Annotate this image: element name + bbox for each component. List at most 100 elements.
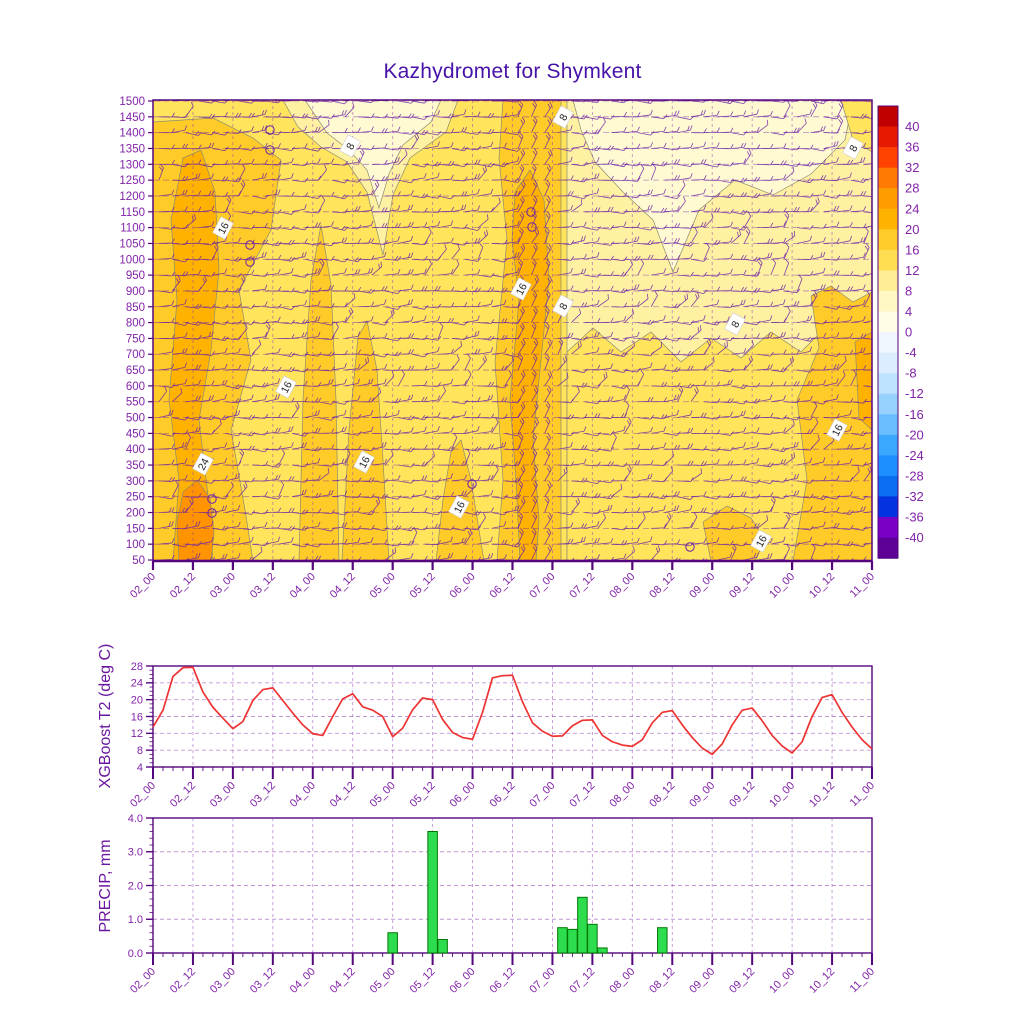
svg-text:08_00: 08_00 xyxy=(607,780,637,810)
svg-text:10_00: 10_00 xyxy=(767,571,797,601)
svg-text:08_12: 08_12 xyxy=(647,571,677,601)
svg-text:09_12: 09_12 xyxy=(727,571,757,601)
svg-text:8: 8 xyxy=(137,745,143,757)
svg-text:32: 32 xyxy=(905,160,919,175)
svg-text:36: 36 xyxy=(905,140,919,155)
svg-text:07_12: 07_12 xyxy=(567,571,597,601)
svg-text:-20: -20 xyxy=(905,427,924,442)
contour-label: 8 xyxy=(552,294,574,318)
precip-bar xyxy=(657,927,668,954)
precip-bar xyxy=(577,896,588,954)
svg-text:02_12: 02_12 xyxy=(168,780,198,810)
svg-text:11_00: 11_00 xyxy=(848,966,878,996)
precip-bar xyxy=(387,932,398,954)
svg-text:24: 24 xyxy=(131,678,143,690)
svg-text:0: 0 xyxy=(905,325,912,340)
svg-text:03_00: 03_00 xyxy=(208,780,238,810)
svg-text:09_12: 09_12 xyxy=(727,966,757,996)
svg-text:16: 16 xyxy=(279,379,295,395)
svg-text:1050: 1050 xyxy=(119,238,145,250)
svg-text:03_12: 03_12 xyxy=(248,780,278,810)
svg-text:24: 24 xyxy=(905,201,919,216)
contour-field xyxy=(153,100,872,561)
svg-text:550: 550 xyxy=(126,397,145,409)
contour-label: 16 xyxy=(750,529,772,553)
svg-text:05_12: 05_12 xyxy=(408,780,438,810)
svg-text:-4: -4 xyxy=(905,345,917,360)
contour-label: 24 xyxy=(192,452,214,476)
contour-label: 16 xyxy=(353,450,375,474)
svg-text:16: 16 xyxy=(514,281,530,297)
svg-text:05_00: 05_00 xyxy=(368,780,398,810)
svg-text:16: 16 xyxy=(452,499,468,515)
svg-text:06_12: 06_12 xyxy=(488,780,518,810)
svg-text:300: 300 xyxy=(126,476,145,488)
svg-text:1250: 1250 xyxy=(119,175,145,187)
svg-text:11_00: 11_00 xyxy=(848,780,878,810)
svg-text:1.0: 1.0 xyxy=(128,914,143,926)
chart-title: Kazhydromet for Shymkent xyxy=(383,60,642,83)
svg-text:-28: -28 xyxy=(905,468,924,483)
svg-text:700: 700 xyxy=(126,349,145,361)
contour-label: 16 xyxy=(212,216,234,240)
svg-text:09_00: 09_00 xyxy=(687,571,717,601)
svg-text:10_00: 10_00 xyxy=(767,966,797,996)
svg-text:0.0: 0.0 xyxy=(128,948,143,960)
svg-text:08_00: 08_00 xyxy=(607,966,637,996)
svg-text:04_00: 04_00 xyxy=(288,571,318,601)
svg-text:16: 16 xyxy=(830,422,846,438)
svg-text:50: 50 xyxy=(132,555,145,567)
svg-text:09_00: 09_00 xyxy=(687,966,717,996)
svg-text:02_12: 02_12 xyxy=(168,966,198,996)
svg-text:05_12: 05_12 xyxy=(408,571,438,601)
contour-label: 8 xyxy=(724,312,746,336)
svg-text:04_00: 04_00 xyxy=(288,780,318,810)
svg-text:400: 400 xyxy=(126,444,145,456)
svg-text:04_12: 04_12 xyxy=(328,571,358,601)
svg-text:05_12: 05_12 xyxy=(408,966,438,996)
svg-text:8: 8 xyxy=(557,112,570,123)
svg-text:1150: 1150 xyxy=(120,207,145,219)
svg-text:1350: 1350 xyxy=(119,143,145,155)
precip-bar xyxy=(567,928,578,954)
svg-text:1000: 1000 xyxy=(119,254,145,266)
svg-text:850: 850 xyxy=(126,302,145,314)
svg-text:1450: 1450 xyxy=(119,112,145,124)
svg-text:350: 350 xyxy=(126,460,145,472)
svg-text:8: 8 xyxy=(557,301,570,312)
precip-bar xyxy=(597,947,608,954)
svg-text:2.0: 2.0 xyxy=(128,880,143,892)
svg-text:600: 600 xyxy=(126,381,145,393)
svg-text:1100: 1100 xyxy=(120,223,145,235)
svg-text:05_00: 05_00 xyxy=(368,966,398,996)
svg-text:07_12: 07_12 xyxy=(567,780,597,810)
svg-text:04_00: 04_00 xyxy=(288,966,318,996)
svg-text:06_12: 06_12 xyxy=(488,571,518,601)
svg-text:800: 800 xyxy=(126,318,145,330)
svg-text:1300: 1300 xyxy=(119,159,145,171)
svg-text:450: 450 xyxy=(126,428,145,440)
contour-label: 16 xyxy=(510,277,532,301)
svg-text:-8: -8 xyxy=(905,366,917,381)
svg-text:16: 16 xyxy=(905,242,919,257)
t2-panel: 02_00 02_12 03_00 03_12 04_00 04_12 05_00 05_12… xyxy=(128,661,877,810)
svg-text:900: 900 xyxy=(126,286,145,298)
svg-text:8: 8 xyxy=(344,141,357,152)
svg-text:16: 16 xyxy=(754,533,770,549)
svg-text:4: 4 xyxy=(137,762,143,774)
svg-text:16: 16 xyxy=(357,454,373,470)
contour-label: 8 xyxy=(552,105,574,129)
svg-text:4.0: 4.0 xyxy=(128,813,143,825)
svg-text:10_00: 10_00 xyxy=(767,780,797,810)
contour-label: 8 xyxy=(842,136,864,160)
svg-text:8: 8 xyxy=(847,143,860,154)
svg-text:4: 4 xyxy=(905,304,912,319)
svg-text:08_12: 08_12 xyxy=(647,780,677,810)
svg-text:-32: -32 xyxy=(905,489,924,504)
precip-bar xyxy=(557,927,568,954)
svg-text:500: 500 xyxy=(126,413,145,425)
svg-text:16: 16 xyxy=(131,711,143,723)
svg-text:750: 750 xyxy=(126,333,145,345)
svg-text:20: 20 xyxy=(905,222,919,237)
svg-text:07_00: 07_00 xyxy=(527,780,557,810)
